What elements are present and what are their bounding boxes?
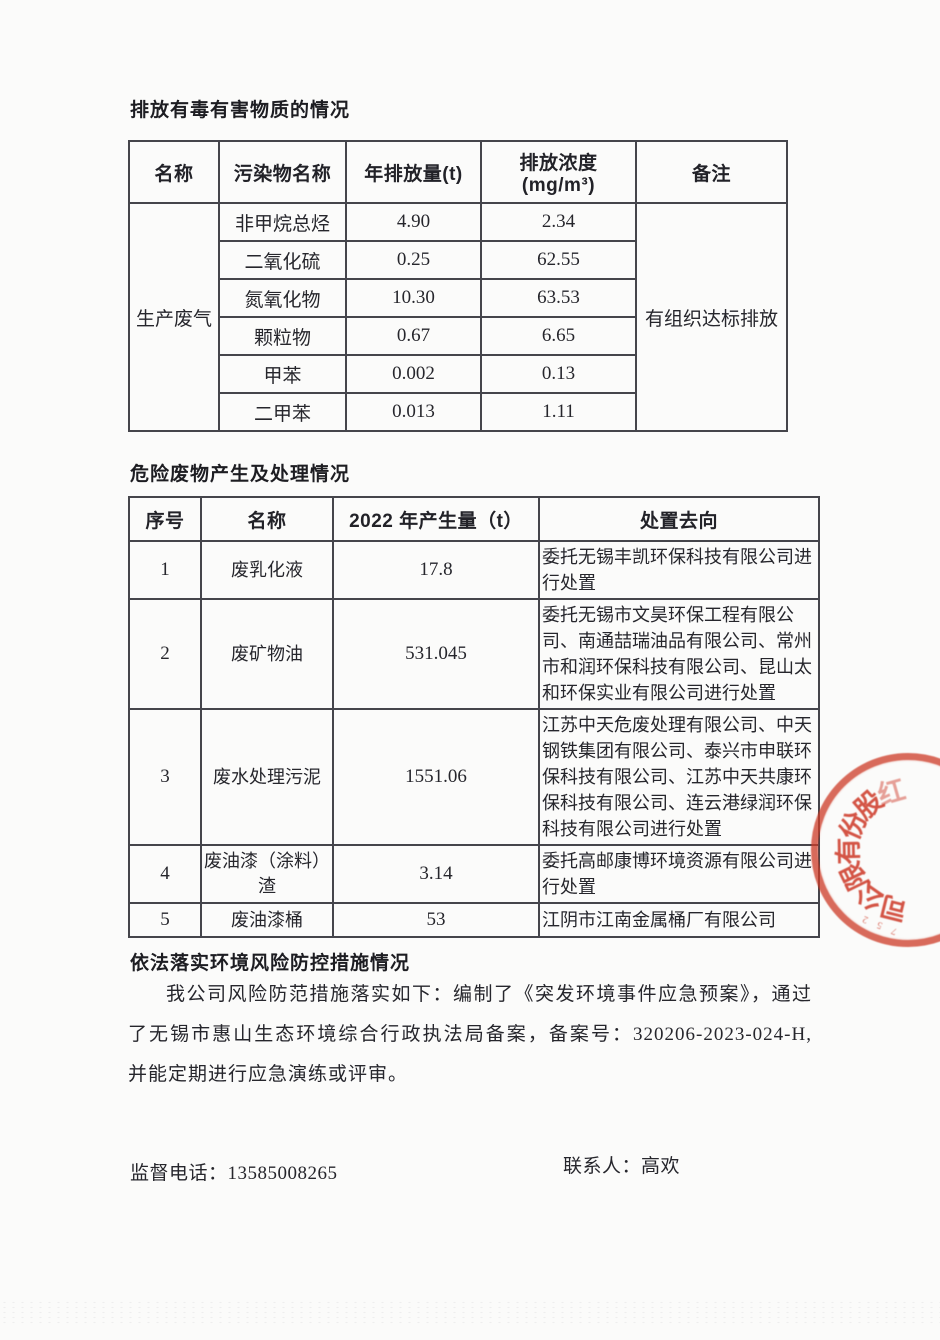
emissions-header-row: 名称 污染物名称 年排放量(t) 排放浓度(mg/m³) 备注: [128, 140, 788, 204]
concentration-cell: 62.55: [480, 240, 637, 280]
toxic-emissions-table: 名称 污染物名称 年排放量(t) 排放浓度(mg/m³) 备注 生产废气 非甲烷…: [128, 140, 788, 432]
annual-cell: 4.90: [345, 202, 482, 242]
table-row: 生产废气 非甲烷总烃 4.90 2.34 有组织达标排放: [128, 202, 788, 432]
col-header-disposal: 处置去向: [538, 496, 820, 542]
contact-person-line: 联系人：高欢: [563, 1156, 681, 1177]
amount-cell: 1551.06: [332, 708, 540, 846]
pollutant-cell: 二氧化硫: [218, 240, 347, 280]
waste-name-cell: 废乳化液: [200, 540, 334, 600]
index-cell: 5: [128, 902, 202, 938]
concentration-cell: 6.65: [480, 316, 637, 356]
col-header-remark: 备注: [635, 140, 788, 204]
index-cell: 2: [128, 598, 202, 710]
index-cell: 4: [128, 844, 202, 904]
amount-cell: 53: [332, 902, 540, 938]
table-row: 2 废矿物油 531.045 委托无锡市文昊环保工程有限公司、南通喆瑞油品有限公…: [128, 598, 820, 710]
annual-cell: 10.30: [345, 278, 482, 318]
waste-name-cell: 废油漆（涂料）渣: [200, 844, 334, 904]
table-row: 甲苯 0.002 0.13: [129, 354, 787, 394]
hazard-header-row: 序号 名称 2022 年产生量（t） 处置去向: [128, 496, 820, 542]
col-header-index: 序号: [128, 496, 202, 542]
pollutant-cell: 颗粒物: [218, 316, 347, 356]
supervision-phone-line: 监督电话：13585008265: [130, 1163, 338, 1184]
table-row: 3 废水处理污泥 1551.06 江苏中天危废处理有限公司、中天钢铁集团有限公司…: [128, 708, 820, 846]
pollutant-cell: 甲苯: [218, 354, 347, 394]
col-header-annual-emission: 年排放量(t): [345, 140, 482, 204]
pollutant-cell: 二甲苯: [218, 392, 347, 432]
annual-cell: 0.013: [345, 392, 482, 432]
pollutant-cell: 氮氧化物: [218, 278, 347, 318]
section-title-toxic-emissions: 排放有毒有害物质的情况: [130, 100, 351, 121]
disposal-cell: 江阴市江南金属桶厂有限公司: [538, 902, 820, 938]
waste-name-cell: 废油漆桶: [200, 902, 334, 938]
annual-cell: 0.67: [345, 316, 482, 356]
company-red-seal: 红 股 份 有 限 公 司 7 5 2: [811, 753, 940, 947]
col-header-name: 名称: [128, 140, 220, 204]
table-row: 二甲苯 0.013 1.11: [129, 392, 787, 432]
concentration-cell: 0.13: [480, 354, 637, 394]
hazardous-waste-table: 序号 名称 2022 年产生量（t） 处置去向 1 废乳化液 17.8 委托无锡…: [128, 496, 820, 938]
amount-cell: 531.045: [332, 598, 540, 710]
table-row: 1 废乳化液 17.8 委托无锡丰凯环保科技有限公司进行处置: [128, 540, 820, 600]
waste-name-cell: 废水处理污泥: [200, 708, 334, 846]
section-title-risk-control: 依法落实环境风险防控措施情况: [130, 953, 411, 974]
disposal-cell: 委托无锡丰凯环保科技有限公司进行处置: [538, 540, 820, 600]
annual-cell: 0.002: [345, 354, 482, 394]
section-title-hazardous-waste: 危险废物产生及处理情况: [130, 464, 351, 485]
concentration-cell: 2.34: [480, 202, 637, 242]
disposal-cell: 委托高邮康博环境资源有限公司进行处置: [538, 844, 820, 904]
disposal-cell: 江苏中天危废处理有限公司、中天钢铁集团有限公司、泰兴市申联环保科技有限公司、江苏…: [538, 708, 820, 846]
table-row: 5 废油漆桶 53 江阴市江南金属桶厂有限公司: [128, 902, 820, 938]
concentration-cell: 1.11: [480, 392, 637, 432]
col-header-concentration: 排放浓度(mg/m³): [480, 140, 637, 204]
amount-cell: 3.14: [332, 844, 540, 904]
table-row: 颗粒物 0.67 6.65: [129, 316, 787, 356]
index-cell: 1: [128, 540, 202, 600]
table-row: 氮氧化物 10.30 63.53: [129, 278, 787, 318]
col-header-amount-2022: 2022 年产生量（t）: [332, 496, 540, 542]
amount-cell: 17.8: [332, 540, 540, 600]
risk-control-paragraph: 我公司风险防范措施落实如下：编制了《突发环境事件应急预案》，通过了无锡市惠山生态…: [128, 984, 812, 1085]
pollutant-cell: 非甲烷总烃: [218, 202, 347, 242]
annual-cell: 0.25: [345, 240, 482, 280]
category-cell: 生产废气: [128, 202, 220, 432]
table-row: 二氧化硫 0.25 62.55: [129, 240, 787, 280]
scan-noise-band: [0, 1300, 940, 1326]
remark-cell: 有组织达标排放: [635, 202, 788, 432]
col-header-pollutant: 污染物名称: [218, 140, 347, 204]
disposal-cell: 委托无锡市文昊环保工程有限公司、南通喆瑞油品有限公司、常州市和润环保科技有限公司…: [538, 598, 820, 710]
waste-name-cell: 废矿物油: [200, 598, 334, 710]
concentration-cell: 63.53: [480, 278, 637, 318]
index-cell: 3: [128, 708, 202, 846]
col-header-waste-name: 名称: [200, 496, 334, 542]
table-row: 4 废油漆（涂料）渣 3.14 委托高邮康博环境资源有限公司进行处置: [128, 844, 820, 904]
